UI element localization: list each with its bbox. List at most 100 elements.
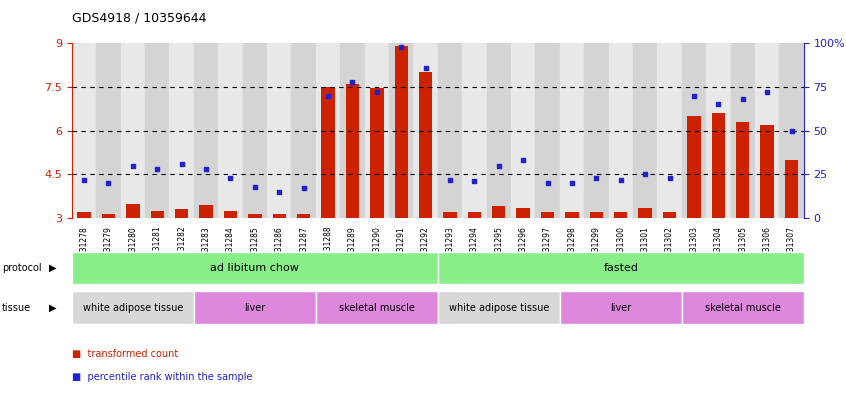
Text: tissue: tissue: [2, 303, 30, 312]
Bar: [662, 212, 676, 218]
Text: white adipose tissue: white adipose tissue: [448, 303, 549, 312]
Bar: [194, 43, 218, 218]
Bar: [511, 43, 536, 218]
Point: [419, 64, 432, 71]
Text: liver: liver: [244, 303, 266, 312]
Text: ■  percentile rank within the sample: ■ percentile rank within the sample: [72, 372, 252, 382]
Point: [468, 178, 481, 185]
Bar: [321, 87, 335, 218]
Text: skeletal muscle: skeletal muscle: [705, 303, 781, 312]
Bar: [194, 292, 316, 323]
Text: ▶: ▶: [49, 263, 57, 273]
Bar: [389, 43, 414, 218]
Bar: [145, 43, 169, 218]
Bar: [169, 43, 194, 218]
Bar: [72, 43, 96, 218]
Bar: [438, 292, 560, 323]
Bar: [316, 292, 438, 323]
Bar: [541, 212, 554, 218]
Bar: [443, 212, 457, 218]
Bar: [370, 88, 383, 218]
Bar: [779, 43, 804, 218]
Bar: [682, 43, 706, 218]
Bar: [761, 125, 774, 218]
Bar: [346, 84, 360, 218]
Text: ■  transformed count: ■ transformed count: [72, 349, 179, 359]
Point: [443, 176, 457, 183]
Bar: [590, 212, 603, 218]
Bar: [736, 122, 750, 218]
Point: [175, 161, 189, 167]
Bar: [730, 43, 755, 218]
Bar: [291, 43, 316, 218]
Bar: [243, 43, 267, 218]
Text: ▶: ▶: [49, 303, 57, 312]
Text: GDS4918 / 10359644: GDS4918 / 10359644: [72, 12, 206, 25]
Bar: [297, 214, 310, 218]
Point: [614, 176, 628, 183]
Point: [541, 180, 554, 186]
Bar: [272, 214, 286, 218]
Bar: [608, 43, 633, 218]
Bar: [755, 43, 779, 218]
Point: [590, 175, 603, 181]
Point: [711, 101, 725, 108]
Bar: [614, 212, 628, 218]
Bar: [419, 72, 432, 218]
Bar: [365, 43, 389, 218]
Text: protocol: protocol: [2, 263, 41, 273]
Text: fasted: fasted: [603, 263, 638, 273]
Bar: [492, 206, 506, 218]
Bar: [267, 43, 291, 218]
Bar: [682, 292, 804, 323]
Bar: [102, 214, 115, 218]
Bar: [468, 212, 481, 218]
Bar: [151, 211, 164, 218]
Bar: [72, 252, 437, 284]
Point: [321, 93, 335, 99]
Bar: [516, 208, 530, 218]
Point: [346, 79, 360, 85]
Bar: [121, 43, 145, 218]
Bar: [657, 43, 682, 218]
Bar: [223, 211, 237, 218]
Bar: [560, 292, 682, 323]
Text: skeletal muscle: skeletal muscle: [339, 303, 415, 312]
Point: [687, 93, 700, 99]
Bar: [584, 43, 608, 218]
Bar: [560, 43, 584, 218]
Point: [639, 171, 652, 178]
Point: [516, 157, 530, 163]
Bar: [218, 43, 243, 218]
Point: [126, 163, 140, 169]
Bar: [486, 43, 511, 218]
Text: ad libitum chow: ad libitum chow: [211, 263, 299, 273]
Point: [370, 89, 383, 95]
Bar: [77, 212, 91, 218]
Point: [248, 184, 261, 190]
Point: [785, 127, 799, 134]
Point: [297, 185, 310, 191]
Point: [394, 44, 408, 50]
Point: [736, 96, 750, 102]
Text: liver: liver: [610, 303, 631, 312]
Point: [200, 166, 213, 172]
Bar: [438, 252, 804, 284]
Bar: [437, 43, 462, 218]
Point: [565, 180, 579, 186]
Bar: [96, 43, 121, 218]
Point: [77, 176, 91, 183]
Bar: [340, 43, 365, 218]
Point: [492, 163, 506, 169]
Bar: [706, 43, 730, 218]
Bar: [72, 292, 194, 323]
Text: white adipose tissue: white adipose tissue: [83, 303, 183, 312]
Point: [151, 166, 164, 172]
Bar: [414, 43, 437, 218]
Point: [662, 175, 676, 181]
Bar: [565, 212, 579, 218]
Point: [223, 175, 237, 181]
Bar: [394, 46, 408, 218]
Bar: [687, 116, 700, 218]
Bar: [536, 43, 560, 218]
